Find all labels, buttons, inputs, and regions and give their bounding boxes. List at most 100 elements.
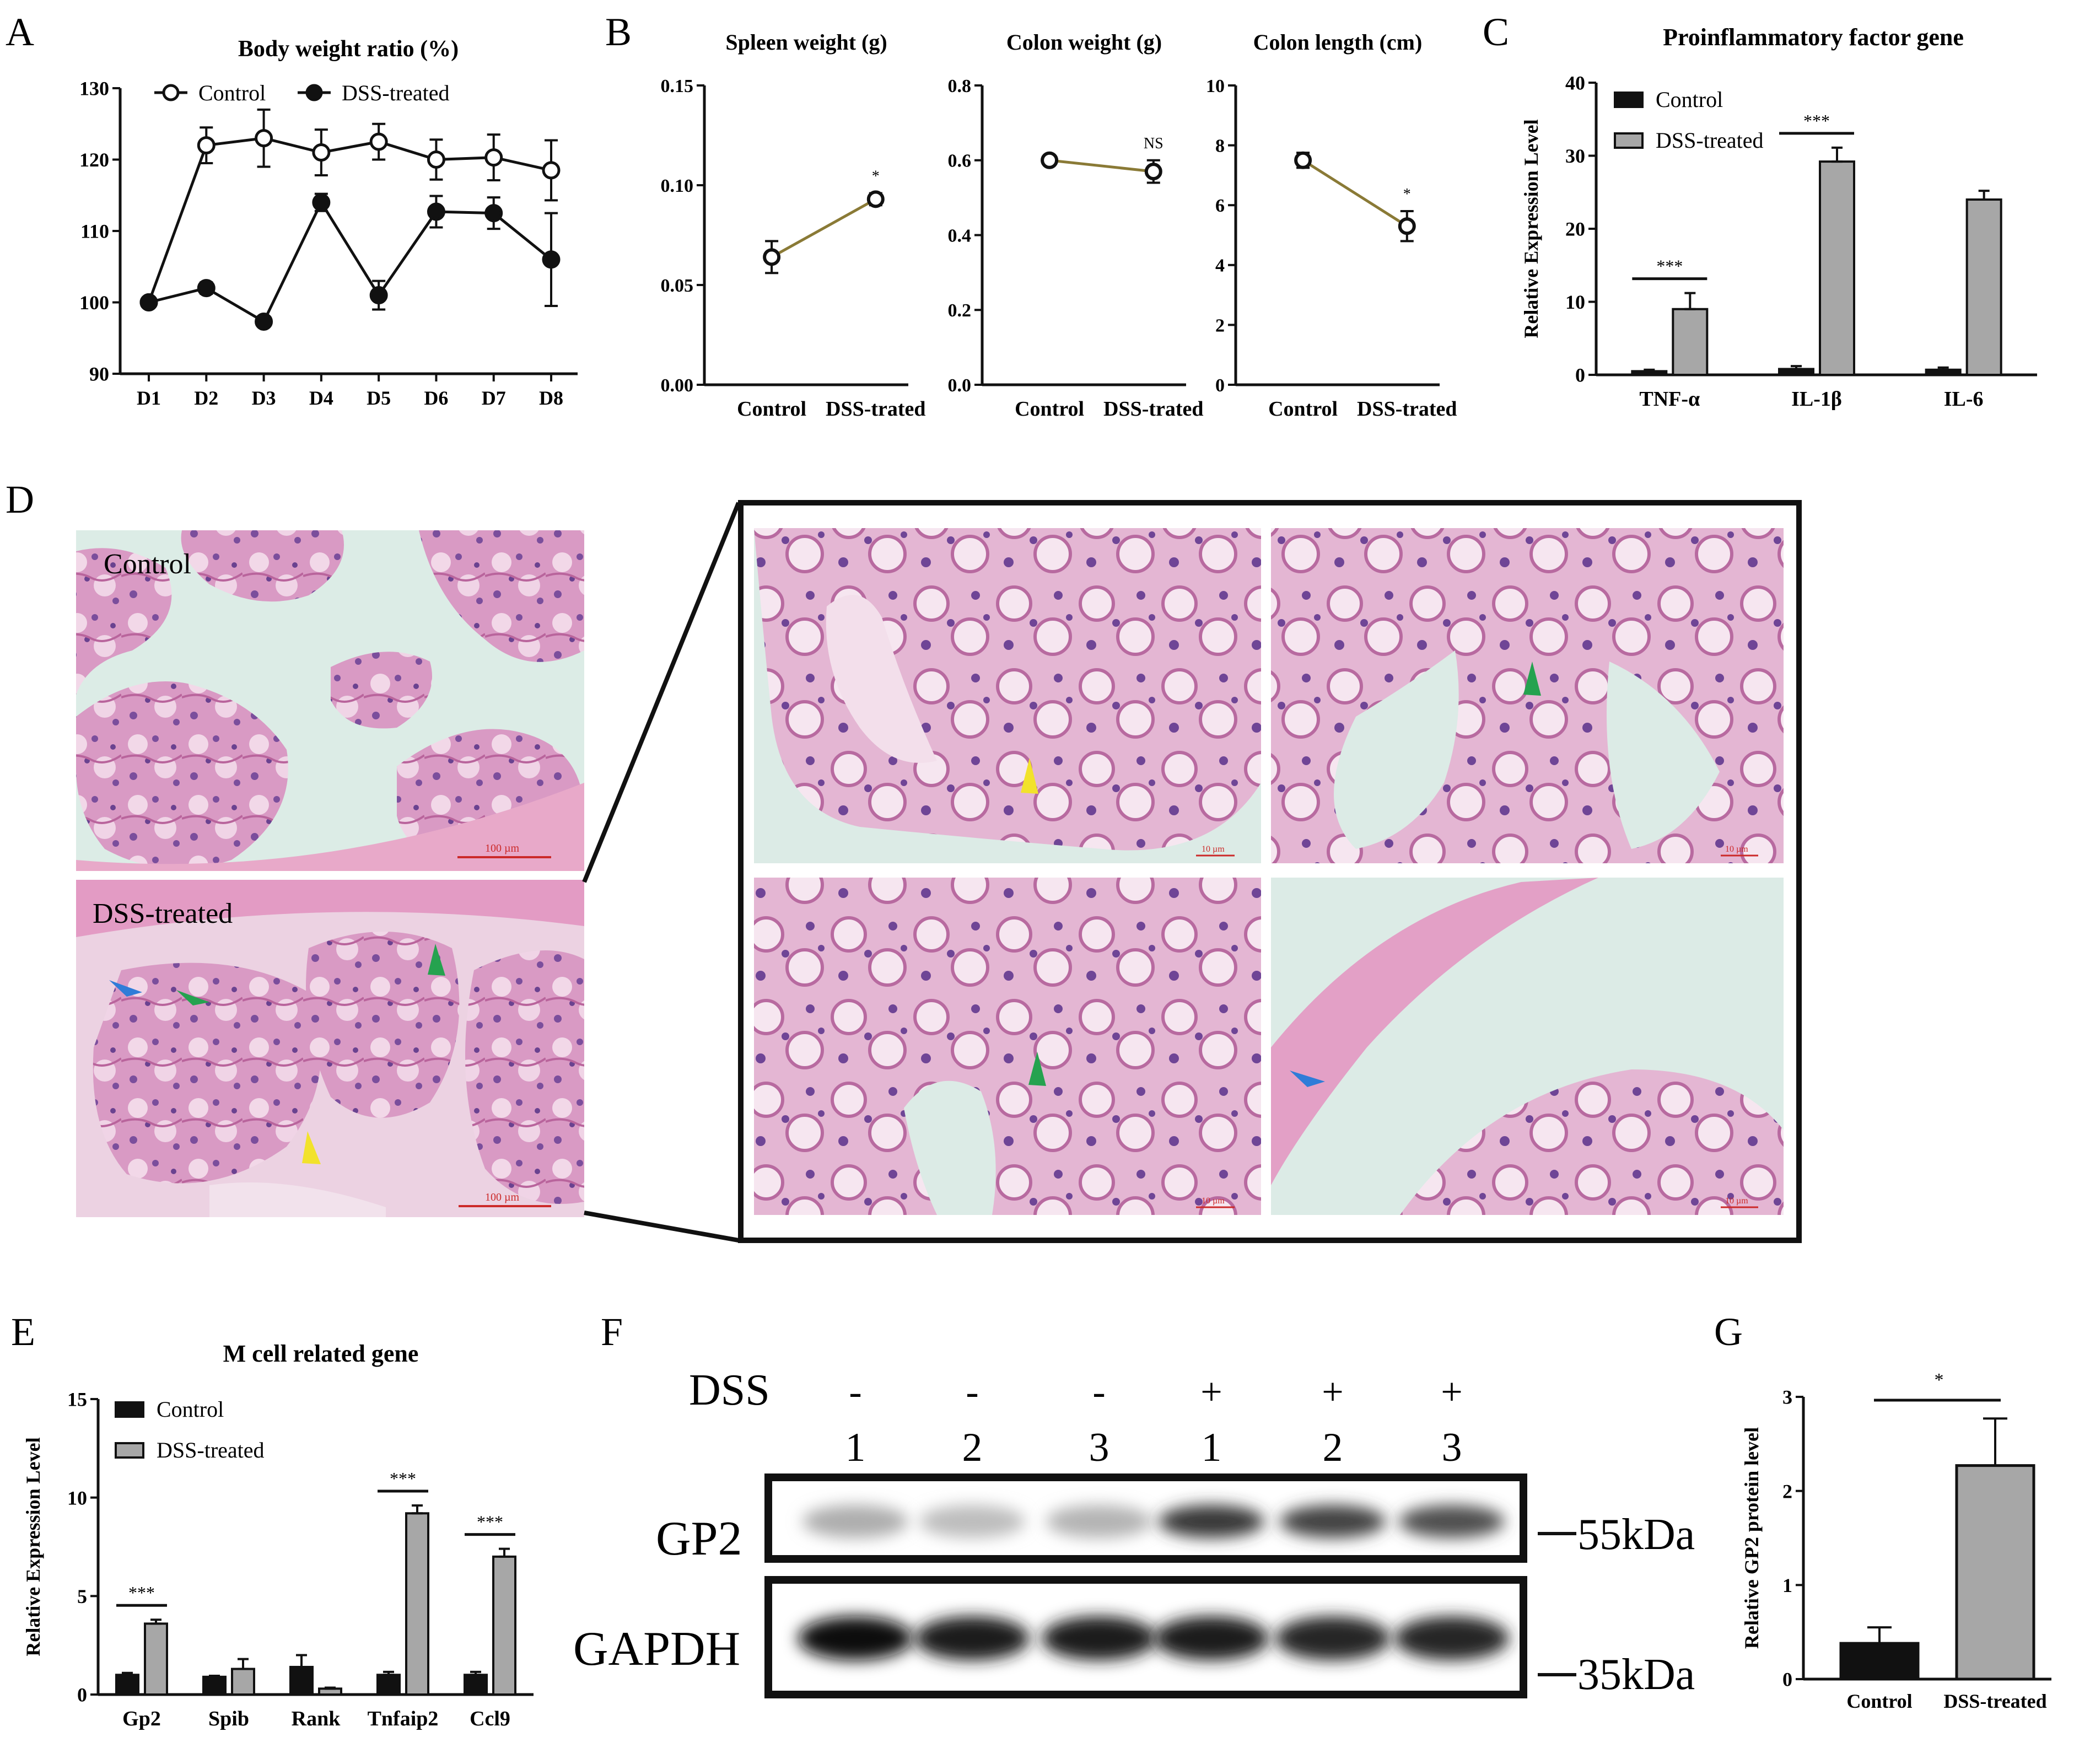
y-tick-label: 0.2: [948, 300, 972, 321]
gp2-band: [1399, 1505, 1505, 1538]
y-axis-label: Relative Expression Level: [1520, 119, 1542, 338]
blue-arrowhead: [1290, 1071, 1325, 1087]
data-point: [312, 143, 331, 162]
yellow-arrowhead: [302, 1131, 321, 1164]
x-tick-label: DSS-treated: [1943, 1690, 2046, 1712]
gapdh-band: [1042, 1616, 1156, 1660]
green-arrowhead: [1028, 1052, 1046, 1086]
panel-label-e: E: [11, 1310, 35, 1354]
histology-control-label: Control: [104, 548, 191, 580]
scale-bar-label: 10 µm: [1202, 1196, 1225, 1206]
y-tick-label: 2: [1782, 1480, 1792, 1502]
magnified-tile-1: 10 µm: [754, 528, 1261, 863]
data-point: [1144, 163, 1162, 181]
series-line: [1302, 159, 1408, 228]
y-tick-label: 0: [1215, 375, 1225, 396]
significance-label: *: [872, 168, 880, 185]
gp2-band: [802, 1505, 908, 1538]
y-axis-label: Relative Expression Level: [22, 1437, 44, 1656]
chart-b-spleen-weight: Spleen weight (g) 0.00 0.05 0.10 0.15 Control…: [661, 30, 926, 421]
x-tick-label: D6: [424, 387, 448, 409]
y-tick-label: 3: [1782, 1386, 1792, 1408]
y-tick-label: 120: [79, 149, 109, 171]
x-tick-label: D3: [252, 387, 276, 409]
data-point: [369, 132, 388, 151]
bar-control: [115, 1674, 139, 1696]
gapdh-band: [915, 1616, 1030, 1660]
lane-number: 3: [1442, 1425, 1462, 1470]
y-tick-label: 110: [80, 220, 109, 243]
gapdh-band: [1275, 1616, 1390, 1660]
data-point: [255, 312, 273, 331]
bar-dss: [405, 1512, 429, 1696]
histology-dss-image: DSS-treated 100 µm: [76, 880, 584, 1217]
bar-control: [376, 1674, 401, 1696]
data-point: [542, 161, 561, 180]
data-point: [427, 202, 445, 221]
y-tick-label: 0.15: [661, 76, 694, 96]
gapdh-label: GAPDH: [573, 1622, 740, 1676]
significance-label: *: [1403, 186, 1411, 203]
y-tick-label: 0: [1575, 364, 1585, 386]
y-tick-label: 15: [67, 1389, 87, 1411]
chart-title: Proinflammatory factor gene: [1663, 24, 1964, 51]
bar-dss: [1965, 198, 2002, 376]
bar-control: [1839, 1642, 1920, 1681]
histology-panel: Control 100 µm DSS-treated 100 µm: [76, 500, 1802, 1243]
y-tick-label: 100: [79, 292, 109, 314]
bar-dss: [492, 1555, 516, 1696]
legend-label: Control: [157, 1397, 224, 1422]
data-point: [866, 190, 885, 208]
significance-label: ***: [1656, 256, 1683, 276]
y-tick-label: 90: [89, 363, 109, 385]
yellow-arrowhead: [1021, 758, 1038, 794]
gp2-band: [1046, 1505, 1152, 1538]
dss-row-label: DSS: [689, 1366, 770, 1415]
scale-bar-label: 10 µm: [1725, 1196, 1748, 1206]
chart-title: Spleen weight (g): [725, 30, 887, 55]
panel-label-b: B: [605, 10, 632, 54]
data-point: [312, 193, 331, 212]
chart-title: Colon weight (g): [1006, 30, 1162, 55]
y-tick-label: 5: [77, 1585, 87, 1607]
x-tick-label: Spib: [208, 1707, 249, 1730]
x-tick-label: D5: [367, 387, 391, 409]
legend-swatch: [1614, 92, 1644, 108]
lane-number: 2: [1323, 1425, 1343, 1470]
green-arrowhead: [1523, 662, 1541, 696]
legend-label: DSS-treated: [342, 80, 450, 105]
y-tick-label: 0: [1782, 1669, 1792, 1691]
green-arrowhead: [176, 990, 209, 1005]
marker-55-label: 55kDa: [1577, 1510, 1695, 1559]
panel-label-f: F: [601, 1310, 623, 1354]
scale-bar-label: 10 µm: [1725, 845, 1748, 854]
y-tick-label: 10: [1206, 76, 1225, 96]
panel-label-d: D: [6, 477, 34, 521]
dss-sign: +: [1441, 1371, 1462, 1413]
x-tick-label: DSS-trated: [1103, 397, 1204, 421]
chart-b-colon-weight: Colon weight (g) 0.0 0.2 0.4 0.6 0.8 Control DS…: [948, 30, 1204, 421]
scale-bar-label: 100 µm: [485, 842, 520, 854]
data-point: [763, 248, 781, 266]
x-tick-label: Control: [737, 397, 806, 421]
series-line-1: [148, 200, 552, 324]
y-tick-label: 0.6: [948, 151, 972, 171]
y-tick-label: 0.0: [948, 375, 972, 396]
panel-label-g: G: [1714, 1310, 1743, 1354]
histology-dss-label: DSS-treated: [93, 898, 233, 929]
x-tick-label: Control: [1268, 397, 1338, 421]
data-point: [197, 136, 216, 155]
series-line: [771, 198, 877, 259]
data-point: [1294, 151, 1312, 169]
significance-label: ***: [477, 1512, 503, 1532]
y-tick-label: 0.4: [948, 225, 972, 246]
y-tick-label: 0.05: [661, 276, 694, 296]
y-tick-label: 4: [1215, 256, 1225, 276]
bar-dss: [1955, 1464, 2035, 1681]
x-tick-label: D2: [194, 387, 218, 409]
y-tick-label: 30: [1565, 145, 1585, 167]
scale-bar-label: 10 µm: [1202, 845, 1225, 854]
legend-marker: [305, 84, 323, 101]
panel-label-a: A: [6, 10, 34, 54]
